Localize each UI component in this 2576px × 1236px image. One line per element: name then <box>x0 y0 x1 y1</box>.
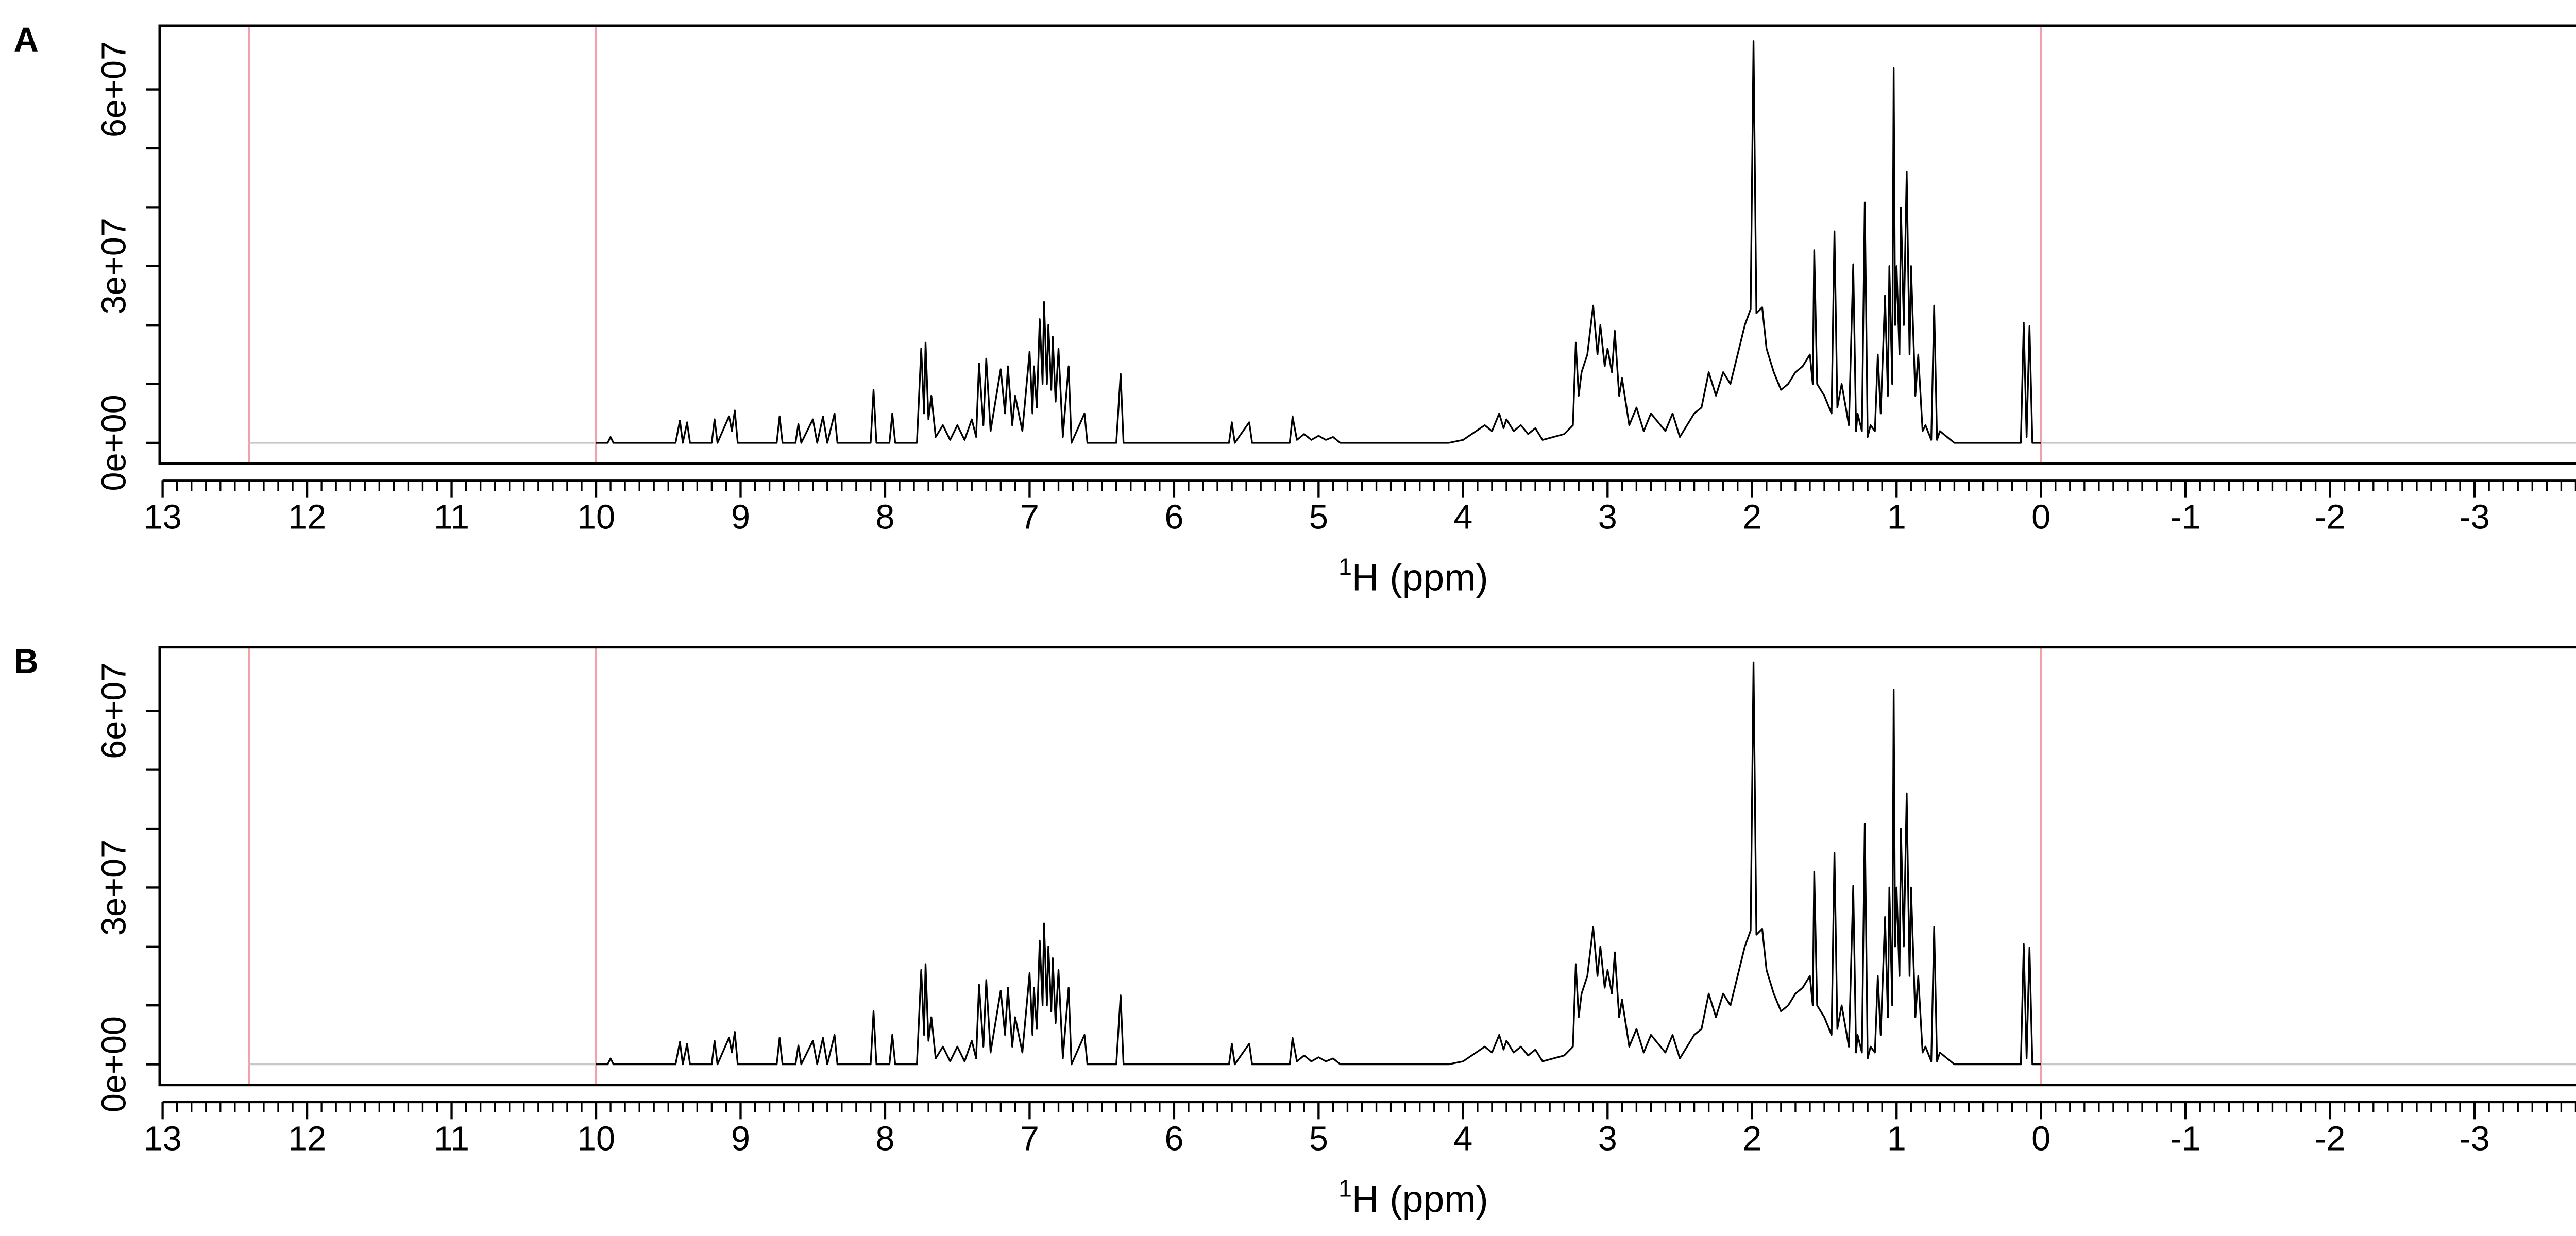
x-tick-label: 6 <box>1164 499 1183 537</box>
x-tick-label: 6 <box>1164 1120 1183 1158</box>
x-tick-label: 7 <box>1020 1120 1039 1158</box>
x-tick-label: 10 <box>577 1120 615 1158</box>
x-axis-label-sup: 1 <box>1338 1175 1352 1201</box>
x-tick-label: 4 <box>1453 499 1472 537</box>
x-tick-label: 9 <box>731 1120 750 1158</box>
x-tick-label: 4 <box>1453 1120 1472 1158</box>
x-tick-label: 0 <box>2031 499 2050 537</box>
x-tick-label: -3 <box>2459 499 2489 537</box>
y-tick-label: 3e+07 <box>95 839 133 936</box>
x-axis-label-text: H (ppm) <box>1352 1178 1488 1220</box>
panel-label: B <box>14 643 39 681</box>
x-axis-label-text: H (ppm) <box>1352 557 1488 599</box>
x-tick-label: 5 <box>1309 499 1328 537</box>
x-tick-label: 12 <box>288 1120 326 1158</box>
x-tick-label: 3 <box>1598 1120 1617 1158</box>
x-tick-label: 8 <box>875 499 894 537</box>
x-tick-label: -2 <box>2315 499 2345 537</box>
x-tick-label: 5 <box>1309 1120 1328 1158</box>
spectrum-line <box>596 661 2041 1066</box>
plot-frame <box>158 646 2576 1087</box>
x-axis-label: 1H (ppm) <box>1338 1175 1488 1220</box>
x-tick-label: 2 <box>1742 1120 1761 1158</box>
y-tick-label: 6e+07 <box>95 663 133 759</box>
panel-label: A <box>14 21 39 59</box>
x-tick-label: 13 <box>144 1120 182 1158</box>
plot-frame <box>158 24 2576 465</box>
x-axis-label-sup: 1 <box>1338 554 1352 580</box>
x-tick-label: -2 <box>2315 1120 2345 1158</box>
x-tick-label: 10 <box>577 499 615 537</box>
x-tick-label: 1 <box>1887 1120 1906 1158</box>
x-tick-label: 9 <box>731 499 750 537</box>
spectrum-line <box>596 40 2041 444</box>
x-tick-label: 2 <box>1742 499 1761 537</box>
x-tick-label: 1 <box>1887 499 1906 537</box>
x-axis-label: 1H (ppm) <box>1338 554 1488 599</box>
x-tick-label: 13 <box>144 499 182 537</box>
x-tick-label: 7 <box>1020 499 1039 537</box>
x-tick-label: 8 <box>875 1120 894 1158</box>
y-tick-label: 6e+07 <box>95 41 133 138</box>
y-tick-label: 0e+00 <box>95 394 133 491</box>
x-tick-label: -1 <box>2171 499 2201 537</box>
x-tick-label: -1 <box>2171 1120 2201 1158</box>
y-tick-label: 0e+00 <box>95 1016 133 1112</box>
x-tick-label: 3 <box>1598 499 1617 537</box>
x-tick-label: 0 <box>2031 1120 2050 1158</box>
y-tick-label: 3e+07 <box>95 218 133 314</box>
x-tick-label: 12 <box>288 499 326 537</box>
x-tick-label: 11 <box>434 1120 469 1158</box>
x-tick-label: 11 <box>434 499 469 537</box>
x-tick-label: -3 <box>2459 1120 2489 1158</box>
